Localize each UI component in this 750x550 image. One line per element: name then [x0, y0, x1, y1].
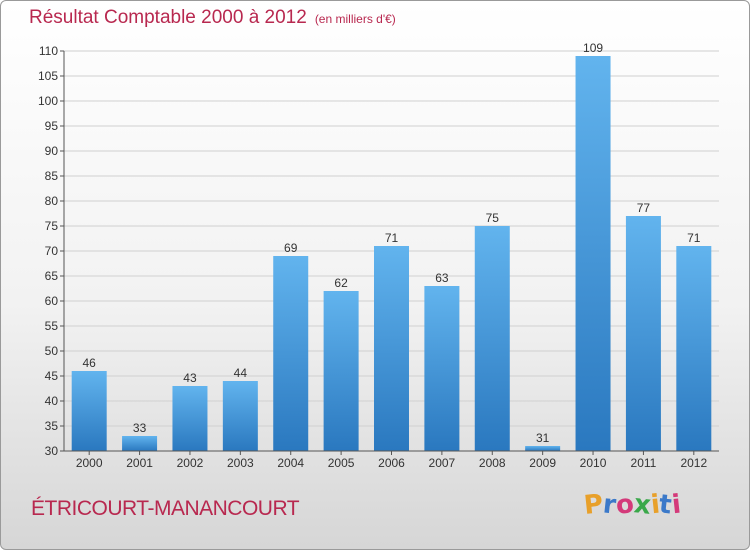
proxiti-logo: Proxiti: [582, 489, 683, 521]
logo-letter: i: [670, 489, 683, 521]
y-axis: 30 35 40 45 50 55 60 65 70 75 80 85 90 95 100 105 110: [38, 44, 65, 458]
x-tick-label: 2010: [580, 456, 607, 470]
bar-value-label: 43: [183, 371, 197, 385]
bar-value-label: 71: [687, 231, 701, 245]
bar: [575, 56, 611, 451]
y-tick-label: 85: [45, 169, 59, 183]
y-tick-label: 35: [45, 419, 59, 433]
y-tick-label: 40: [45, 394, 59, 408]
x-tick-label: 2002: [177, 456, 204, 470]
bar-value-label: 44: [234, 366, 248, 380]
chart-unit: (en milliers d'€): [314, 12, 396, 26]
y-tick-label: 95: [45, 119, 59, 133]
bar: [424, 286, 460, 451]
x-tick-label: 2003: [227, 456, 254, 470]
x-tick-label: 2007: [429, 456, 456, 470]
x-tick-label: 2000: [76, 456, 103, 470]
y-tick-label: 105: [38, 69, 58, 83]
bar: [374, 246, 409, 451]
bar: [71, 371, 107, 451]
y-tick-label: 100: [38, 94, 58, 108]
x-tick-label: 2001: [126, 456, 153, 470]
y-tick-label: 30: [45, 444, 59, 458]
bar: [323, 291, 359, 451]
bar-value-label: 71: [385, 231, 399, 245]
commune-name: ÉTRICOURT-MANANCOURT: [31, 497, 300, 520]
bar-value-label: 33: [133, 421, 147, 435]
y-tick-label: 110: [39, 44, 58, 58]
y-tick-label: 80: [45, 194, 59, 208]
bar: [273, 256, 309, 451]
bar-value-label: 62: [334, 276, 348, 290]
x-tick-label: 2008: [479, 456, 506, 470]
y-tick-label: 90: [45, 144, 59, 158]
bar-value-label: 77: [637, 201, 651, 215]
bar-value-label: 109: [583, 41, 603, 55]
y-tick-label: 45: [45, 369, 59, 383]
bar: [172, 386, 208, 451]
y-tick-label: 70: [45, 244, 59, 258]
bar: [122, 436, 158, 451]
bar-value-label: 69: [284, 241, 298, 255]
bar: [525, 446, 561, 451]
x-tick-label: 2005: [328, 456, 355, 470]
bar-value-label: 75: [486, 211, 500, 225]
x-axis: 2000 2001 2002 2003 2004 2005 2006 2007 2008 2009…: [64, 450, 719, 470]
chart-title-text: Résultat Comptable 2000 à 2012: [29, 7, 307, 28]
y-tick-label: 50: [45, 344, 59, 358]
bars: 46 33 43 44 69 62 71 63 75 31 109 77 71: [71, 41, 712, 451]
y-tick-label: 60: [45, 294, 59, 308]
x-tick-label: 2009: [529, 456, 556, 470]
bar-value-label: 31: [536, 431, 550, 445]
bar: [625, 216, 661, 451]
bar-value-label: 46: [83, 356, 97, 370]
x-tick-label: 2004: [277, 456, 304, 470]
bar: [676, 246, 712, 451]
bar: [474, 226, 510, 451]
y-tick-label: 55: [45, 319, 59, 333]
x-tick-label: 2012: [680, 456, 707, 470]
x-tick-label: 2006: [378, 456, 405, 470]
chart-title: Résultat Comptable 2000 à 2012 (en millie…: [29, 7, 396, 29]
y-tick-label: 65: [45, 269, 59, 283]
x-tick-label: 2011: [631, 456, 657, 470]
bar: [222, 381, 258, 451]
bar-value-label: 63: [435, 271, 449, 285]
y-tick-label: 75: [45, 219, 59, 233]
